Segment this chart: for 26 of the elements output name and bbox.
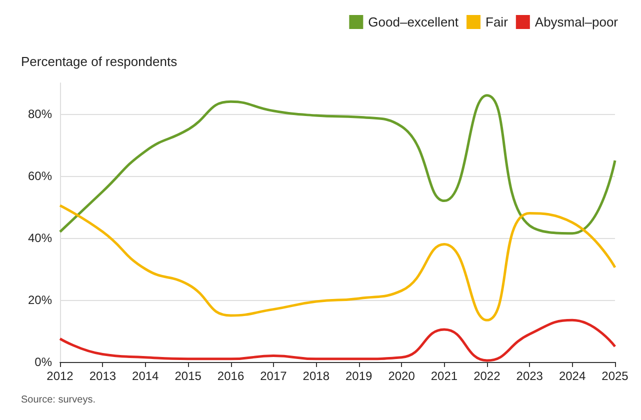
legend-label: Good–excellent xyxy=(368,14,459,30)
y-tick-label: 40% xyxy=(28,231,52,245)
x-tick-label: 2012 xyxy=(46,369,74,383)
legend-label: Fair xyxy=(486,14,509,30)
y-tick-label: 60% xyxy=(28,169,52,183)
line-series xyxy=(58,204,616,322)
line-series xyxy=(58,94,616,235)
x-tick-label: 2023 xyxy=(516,369,544,383)
x-tick-label: 2022 xyxy=(474,369,501,383)
source-note: Source: surveys. xyxy=(21,394,96,406)
y-axis-title: Percentage of respondents xyxy=(21,54,178,69)
x-tick-label: 2019 xyxy=(345,369,373,383)
x-tick-label: 2024 xyxy=(558,369,586,383)
y-tick-label: 0% xyxy=(34,355,52,369)
legend-label: Abysmal–poor xyxy=(534,14,619,30)
x-tick-label: 2017 xyxy=(260,369,288,383)
y-tick-label: 80% xyxy=(28,107,52,121)
y-tick-label: 20% xyxy=(28,293,52,307)
x-tick-label: 2014 xyxy=(132,369,160,383)
x-tick-label: 2016 xyxy=(217,369,244,383)
x-tick-label: 2020 xyxy=(388,369,416,383)
x-tick-label: 2018 xyxy=(302,369,330,383)
x-tick-label: 2025 xyxy=(602,369,629,383)
x-tick-label: 2013 xyxy=(89,369,116,383)
x-tick-label: 2015 xyxy=(174,369,202,383)
x-tick-label: 2021 xyxy=(430,369,458,383)
